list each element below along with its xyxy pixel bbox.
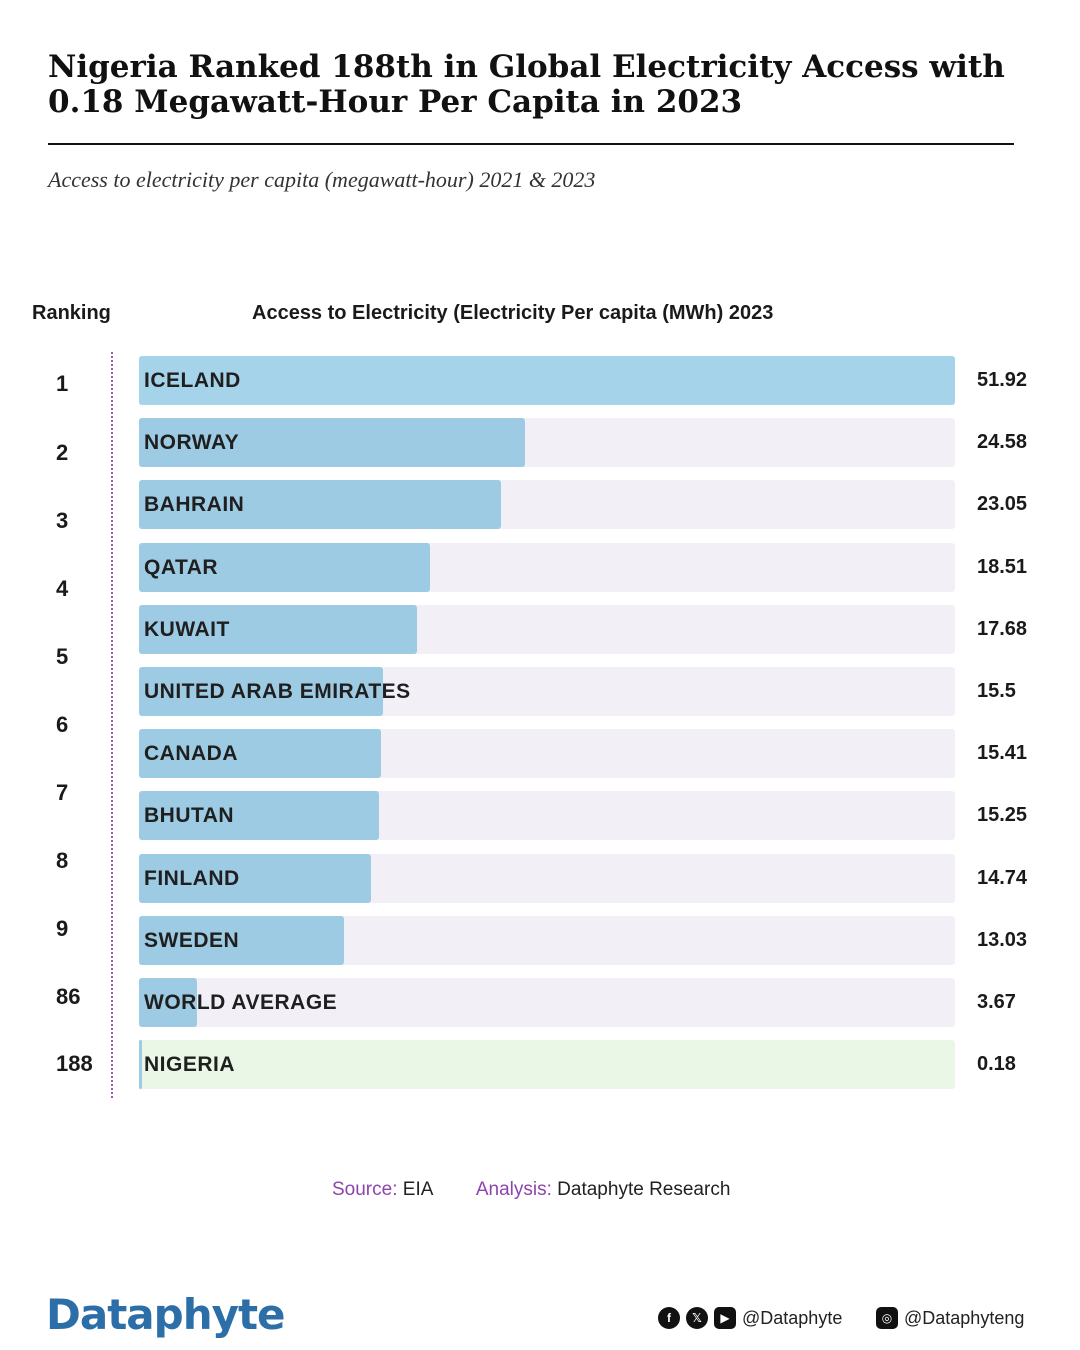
country-label: NORWAY: [144, 431, 240, 454]
bar: [139, 480, 502, 529]
bar-track: CANADA: [139, 729, 955, 778]
bar-track: FINLAND: [139, 854, 955, 903]
chart-subtitle: Access to electricity per capita (megawa…: [48, 167, 596, 192]
value-label: 13.03: [977, 929, 1028, 951]
handle-instagram[interactable]: @Dataphyteng: [904, 1307, 1025, 1328]
rank-number: 6: [56, 712, 69, 737]
facebook-icon[interactable]: f: [658, 1307, 680, 1329]
bar-track: BHUTAN: [139, 791, 955, 840]
value-label: 14.74: [977, 867, 1028, 889]
bar-track: KUWAIT: [139, 605, 955, 654]
bar: [139, 978, 197, 1027]
bar-track: NIGERIA: [139, 1040, 955, 1089]
analysis-value: Dataphyte Research: [557, 1179, 731, 1200]
access-header: Access to Electricity (Electricity Per c…: [252, 302, 774, 324]
bar-track: SWEDEN: [139, 916, 955, 965]
social-handles: f 𝕏 ▶ @Dataphyte: [658, 1305, 842, 1331]
bar: [139, 791, 379, 840]
country-label: BAHRAIN: [144, 493, 245, 516]
bar: [139, 854, 371, 903]
rank-number: 9: [56, 916, 69, 941]
footer-credits: Source: EIA Analysis: Dataphyte Research: [332, 1179, 730, 1201]
bar: [139, 418, 526, 467]
value-label: 18.51: [977, 556, 1028, 578]
country-label: UNITED ARAB EMIRATES: [144, 680, 411, 703]
bar: [139, 1040, 142, 1089]
bar: [139, 667, 383, 716]
value-label: 24.58: [977, 431, 1028, 453]
page-title: Nigeria Ranked 188th in Global Electrici…: [48, 49, 1005, 120]
country-label: WORLD AVERAGE: [144, 991, 338, 1014]
handle-primary[interactable]: @Dataphyte: [742, 1307, 843, 1328]
country-label: QATAR: [144, 556, 219, 579]
x-icon[interactable]: 𝕏: [686, 1307, 708, 1329]
rank-number: 3: [56, 508, 69, 533]
ranking-divider: [111, 352, 113, 1098]
rank-number: 4: [56, 576, 69, 601]
country-label: ICELAND: [144, 369, 241, 392]
value-label: 15.5: [977, 680, 1016, 702]
dataphyte-logo: Dataphyte: [46, 1290, 286, 1339]
bar-track: NORWAY: [139, 418, 955, 467]
rank-number: 5: [56, 644, 69, 669]
value-label: 17.68: [977, 618, 1028, 640]
rank-number: 2: [56, 440, 69, 465]
bar: [139, 729, 382, 778]
value-label: 51.92: [977, 369, 1028, 391]
source-label: Source:: [332, 1179, 398, 1200]
bar: [139, 916, 344, 965]
bar-track: ICELAND: [139, 356, 955, 405]
value-label: 3.67: [977, 991, 1016, 1013]
bar: [139, 605, 417, 654]
instagram-icon[interactable]: ◎: [876, 1307, 898, 1329]
bar-track: BAHRAIN: [139, 480, 955, 529]
bar-track: UNITED ARAB EMIRATES: [139, 667, 955, 716]
country-label: NIGERIA: [144, 1053, 236, 1076]
value-label: 0.18: [977, 1053, 1016, 1075]
country-label: KUWAIT: [144, 618, 230, 641]
country-label: CANADA: [144, 742, 238, 765]
bar-track: QATAR: [139, 543, 955, 592]
source-value: EIA: [402, 1179, 433, 1200]
instagram-handle: ◎ @Dataphyteng: [876, 1305, 1024, 1331]
bar-track: WORLD AVERAGE: [139, 978, 955, 1027]
rank-number: 7: [56, 780, 69, 805]
analysis-label: Analysis:: [475, 1179, 552, 1200]
rank-number: 1: [56, 371, 69, 396]
value-label: 15.25: [977, 804, 1028, 826]
country-label: BHUTAN: [144, 804, 235, 827]
rank-number: 8: [56, 848, 69, 873]
country-label: FINLAND: [144, 867, 240, 890]
title-divider: [48, 143, 1014, 145]
country-label: SWEDEN: [144, 929, 240, 952]
rank-number: 86: [56, 984, 81, 1009]
value-label: 23.05: [977, 493, 1028, 515]
rank-number: 188: [56, 1051, 93, 1076]
bar: [139, 356, 955, 405]
bar: [139, 543, 430, 592]
youtube-icon[interactable]: ▶: [714, 1307, 736, 1329]
ranking-header: Ranking: [32, 302, 111, 324]
value-label: 15.41: [977, 742, 1028, 764]
